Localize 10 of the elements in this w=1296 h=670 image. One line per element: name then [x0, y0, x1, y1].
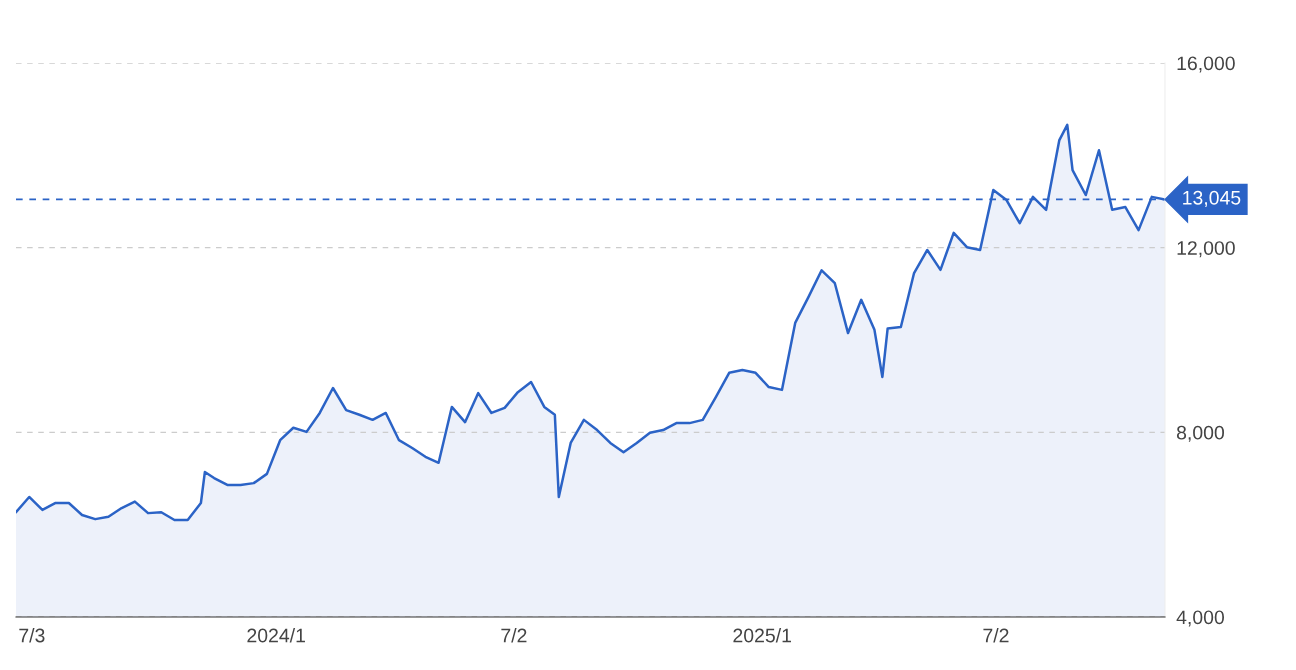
- y-tick-label: 12,000: [1177, 241, 1235, 258]
- y-tick-label: 4,000: [1176, 610, 1225, 627]
- y-tick-label: 8,000: [1176, 425, 1225, 442]
- ref-line-label: 13,045: [1183, 190, 1241, 207]
- x-tick-label: 2024/1: [247, 628, 305, 643]
- y-tick-label: 16,000: [1177, 56, 1235, 73]
- x-tick-label: 7/3: [19, 628, 45, 643]
- x-tick-label: 2025/1: [733, 628, 791, 643]
- x-tick-label: 7/2: [501, 628, 527, 643]
- x-tick-label: 7/2: [983, 628, 1009, 643]
